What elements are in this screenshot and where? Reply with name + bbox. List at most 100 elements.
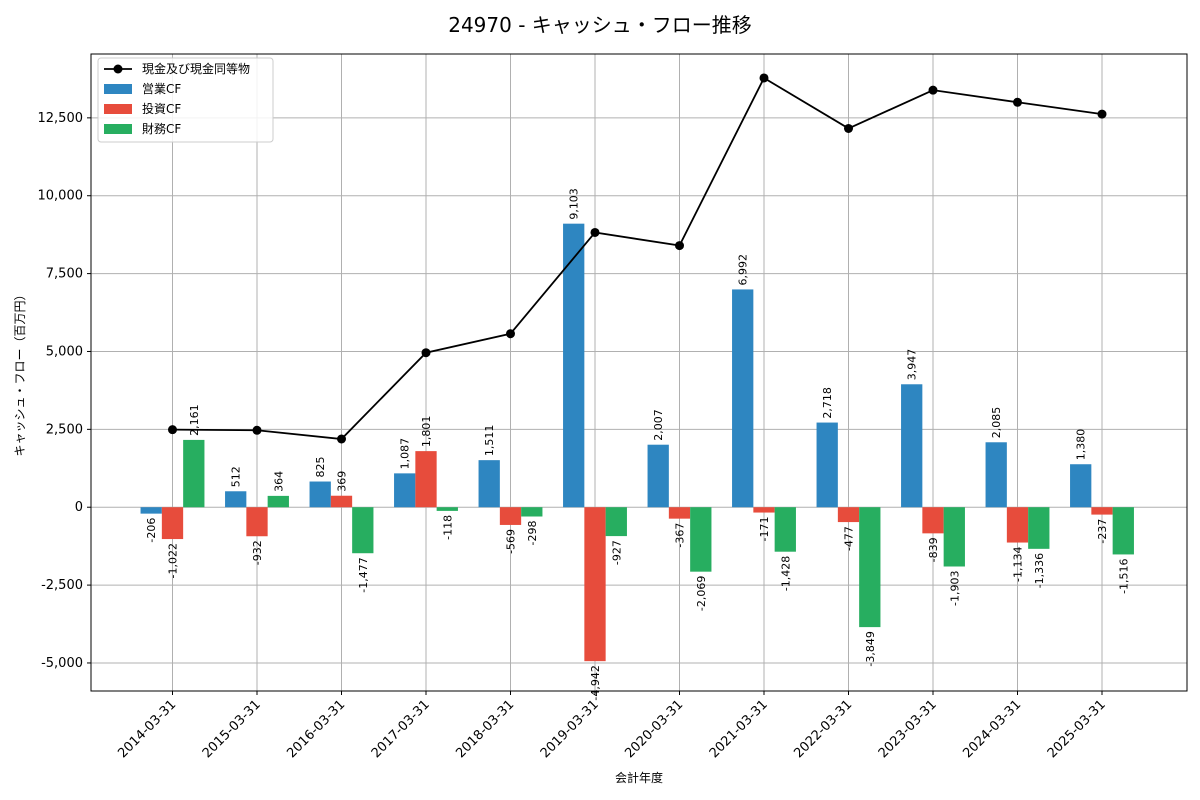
bar-value-label: 1,380 xyxy=(1075,429,1088,461)
bar xyxy=(225,491,247,508)
bar-value-label: -237 xyxy=(1096,519,1109,544)
legend-box xyxy=(97,57,274,143)
bar-value-label: -1,022 xyxy=(167,543,180,578)
bar xyxy=(161,507,184,540)
bar-value-label: 364 xyxy=(272,471,285,492)
x-tick-label: 2019-03-31 xyxy=(538,697,602,761)
bar-value-label: -4,942 xyxy=(589,665,602,700)
bar xyxy=(943,507,965,567)
x-tick-label: 2023-03-31 xyxy=(876,697,940,761)
legend-label: 財務CF xyxy=(142,121,181,136)
cash-point xyxy=(421,348,431,358)
cash-point xyxy=(337,434,346,444)
bar-value-label: 369 xyxy=(336,471,349,492)
cash-point xyxy=(506,329,515,339)
bar-value-label: -569 xyxy=(505,529,518,554)
cash-point xyxy=(928,85,938,95)
bar xyxy=(1006,507,1029,543)
y-tick-label: 10,000 xyxy=(38,189,84,204)
bar xyxy=(309,481,331,508)
bar xyxy=(647,444,669,508)
bar-value-label: -839 xyxy=(927,537,940,562)
bar xyxy=(140,507,162,514)
bar xyxy=(985,442,1007,508)
y-tick-label: 7,500 xyxy=(46,267,83,282)
bar-value-label: -1,477 xyxy=(357,557,370,592)
x-tick-label: 2014-03-31 xyxy=(115,697,179,761)
bar-value-label: 1,801 xyxy=(420,416,433,448)
bar xyxy=(394,473,416,508)
y-tick-label: -2,500 xyxy=(41,578,83,593)
bar-value-label: 2,007 xyxy=(652,409,665,441)
x-tick-label: 2016-03-31 xyxy=(284,697,348,761)
bar-value-label: 2,161 xyxy=(188,404,201,436)
legend-swatch xyxy=(104,124,132,134)
bar xyxy=(732,289,754,508)
bar xyxy=(774,507,796,552)
bar xyxy=(499,507,522,525)
bar-value-label: 2,718 xyxy=(821,387,834,419)
cash-point xyxy=(168,425,177,435)
bar xyxy=(901,384,923,508)
bar xyxy=(922,507,944,534)
bar-value-label: -2,069 xyxy=(695,576,708,611)
bar-value-label: 3,947 xyxy=(906,349,919,381)
bar-value-label: -206 xyxy=(145,518,158,543)
bar xyxy=(521,507,543,517)
bar xyxy=(330,495,353,508)
bar-value-label: -1,903 xyxy=(948,570,961,605)
x-tick-label: 2017-03-31 xyxy=(369,697,433,761)
bar xyxy=(183,439,205,508)
bar-value-label: 825 xyxy=(314,457,327,478)
bar-value-label: -1,516 xyxy=(1117,558,1130,593)
legend-swatch xyxy=(104,104,132,114)
bar-value-label: -367 xyxy=(674,523,687,548)
legend-label: 現金及び現金同等物 xyxy=(142,61,250,76)
x-tick-label: 2015-03-31 xyxy=(200,697,264,761)
x-tick-label: 2022-03-31 xyxy=(791,697,855,761)
bar-value-label: -932 xyxy=(251,540,264,565)
bar-value-label: -118 xyxy=(441,515,454,540)
bar-value-label: -1,336 xyxy=(1033,553,1046,588)
cash-line xyxy=(172,76,1103,440)
cash-point xyxy=(1097,109,1107,119)
x-axis-label: 会計年度 xyxy=(615,770,663,785)
x-tick-label: 2021-03-31 xyxy=(707,697,771,761)
x-tick-label: 2024-03-31 xyxy=(960,697,1024,761)
cash-point xyxy=(1013,97,1022,107)
bar-value-label: 1,511 xyxy=(483,425,496,457)
x-tick-label: 2018-03-31 xyxy=(453,697,517,761)
cash-point xyxy=(759,73,769,83)
bar-value-label: -3,849 xyxy=(864,631,877,666)
bar xyxy=(436,507,458,511)
bar-value-label: 1,087 xyxy=(399,438,412,470)
bar xyxy=(352,507,374,554)
bar xyxy=(837,507,860,523)
y-tick-label: 0 xyxy=(75,500,83,515)
bar xyxy=(1112,507,1134,555)
bar-value-label: -477 xyxy=(843,526,856,551)
bar-value-label: -1,134 xyxy=(1012,547,1025,582)
legend-label: 投資CF xyxy=(142,101,181,116)
y-tick-label: 12,500 xyxy=(38,111,84,126)
bar-value-label: 6,992 xyxy=(737,254,750,286)
cash-point xyxy=(675,241,684,251)
y-axis-label: キャッシュ・フロー（百万円） xyxy=(13,288,27,456)
bar xyxy=(668,507,691,519)
legend-marker xyxy=(113,64,123,74)
bar-value-label: -1,428 xyxy=(779,556,792,591)
bar xyxy=(753,507,775,513)
bar-value-label: -298 xyxy=(526,521,539,546)
legend-swatch xyxy=(104,84,132,94)
bar-value-label: 512 xyxy=(230,466,243,487)
bar-value-label: -927 xyxy=(610,540,623,565)
bar xyxy=(690,507,712,572)
bar xyxy=(478,460,500,508)
x-tick-label: 2025-03-31 xyxy=(1045,697,1109,761)
bar xyxy=(1028,507,1050,549)
bar xyxy=(1091,507,1113,515)
bar xyxy=(415,451,437,508)
bar-value-label: 2,085 xyxy=(990,407,1003,438)
